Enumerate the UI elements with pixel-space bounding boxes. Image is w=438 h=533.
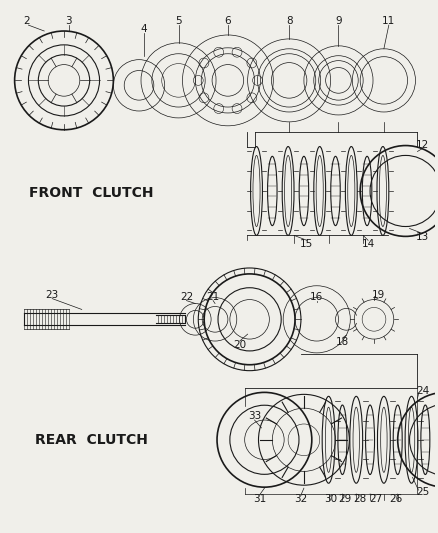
Text: 22: 22 (180, 292, 193, 302)
Text: 21: 21 (206, 292, 220, 302)
Text: 11: 11 (382, 16, 396, 26)
Text: 30: 30 (324, 494, 337, 504)
Text: 9: 9 (335, 16, 342, 26)
Text: 20: 20 (233, 340, 246, 350)
Text: 27: 27 (369, 494, 383, 504)
Text: 13: 13 (416, 232, 429, 243)
Text: 18: 18 (336, 337, 349, 347)
Text: 3: 3 (66, 16, 72, 26)
Text: 15: 15 (300, 239, 314, 249)
Text: 4: 4 (141, 24, 147, 34)
Text: 29: 29 (338, 494, 351, 504)
Text: 26: 26 (389, 494, 403, 504)
Text: 5: 5 (175, 16, 182, 26)
Text: 2: 2 (23, 16, 30, 26)
Text: 33: 33 (248, 411, 261, 421)
Text: 31: 31 (253, 494, 266, 504)
Text: 28: 28 (353, 494, 367, 504)
Text: 19: 19 (371, 289, 385, 300)
Text: 25: 25 (416, 487, 429, 497)
Text: 8: 8 (286, 16, 293, 26)
Text: 16: 16 (310, 292, 323, 302)
Text: FRONT  CLUTCH: FRONT CLUTCH (29, 186, 154, 200)
Text: 23: 23 (46, 289, 59, 300)
Text: 14: 14 (361, 239, 375, 249)
Text: 32: 32 (294, 494, 307, 504)
Text: 24: 24 (416, 386, 429, 397)
Text: REAR  CLUTCH: REAR CLUTCH (35, 433, 148, 447)
Text: 12: 12 (416, 140, 429, 150)
Text: 6: 6 (225, 16, 231, 26)
